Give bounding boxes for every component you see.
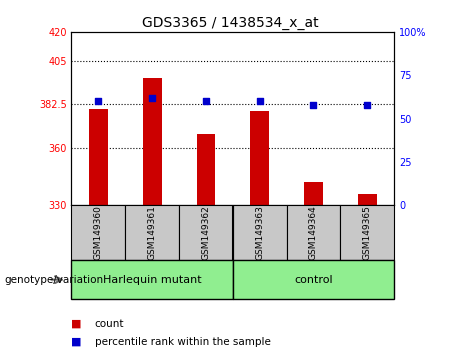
Text: percentile rank within the sample: percentile rank within the sample [95, 337, 271, 347]
Bar [71, 205, 125, 260]
Bar [340, 205, 394, 260]
Bar [287, 205, 340, 260]
Text: genotype/variation: genotype/variation [5, 275, 104, 285]
Text: GSM149363: GSM149363 [255, 205, 264, 260]
Bar [71, 260, 233, 299]
Text: GSM149362: GSM149362 [201, 205, 210, 260]
Point [256, 98, 263, 104]
Point [95, 98, 102, 104]
Bar [125, 205, 179, 260]
Bar [196, 134, 215, 205]
Point [148, 95, 156, 101]
Bar [250, 111, 269, 205]
Text: count: count [95, 319, 124, 329]
Point [310, 102, 317, 108]
Text: control: control [294, 275, 333, 285]
Text: GSM149361: GSM149361 [148, 205, 157, 260]
Bar [358, 194, 377, 205]
Bar [179, 205, 233, 260]
Bar [233, 205, 287, 260]
Text: ■: ■ [71, 319, 81, 329]
Bar [233, 260, 394, 299]
Bar [89, 109, 108, 205]
Text: GSM149364: GSM149364 [309, 205, 318, 260]
Point [202, 98, 210, 104]
Text: Harlequin mutant: Harlequin mutant [103, 275, 201, 285]
Point [364, 102, 371, 108]
Bar [304, 182, 323, 205]
Text: ■: ■ [71, 337, 81, 347]
Text: GSM149360: GSM149360 [94, 205, 103, 260]
Text: GDS3365 / 1438534_x_at: GDS3365 / 1438534_x_at [142, 16, 319, 30]
Text: GSM149365: GSM149365 [363, 205, 372, 260]
Bar [143, 78, 161, 205]
